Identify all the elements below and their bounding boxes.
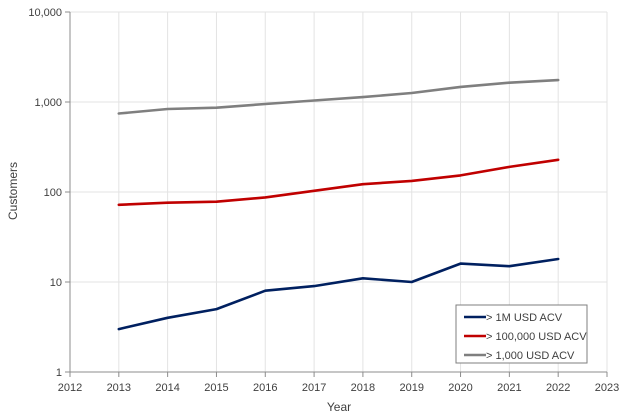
- legend: > 1M USD ACV > 100,000 USD ACV > 1,000 USD…: [455, 304, 588, 364]
- series-line-1: [117, 158, 560, 207]
- axes: [65, 11, 608, 377]
- x-tick-label: 2013: [107, 382, 131, 394]
- x-tick-label: 2012: [58, 382, 82, 394]
- x-axis-title: Year: [327, 400, 351, 414]
- y-tick-label: 1,000: [34, 97, 62, 109]
- x-tick-label: 2018: [351, 382, 375, 394]
- x-tick-label: 2023: [595, 382, 619, 394]
- tick-labels: 2012 2013 2014 2015 2016 2017 2018 2019 2020 2021…: [28, 7, 619, 394]
- legend-label-1: > 100,000 USD ACV: [486, 331, 587, 343]
- y-tick-label: 10: [50, 277, 62, 289]
- x-tick-label: 2017: [302, 382, 326, 394]
- x-tick-label: 2020: [448, 382, 472, 394]
- x-tick-label: 2019: [399, 382, 423, 394]
- x-tick-label: 2014: [155, 382, 179, 394]
- y-axis-title: Customers: [6, 162, 20, 220]
- y-tick-label: 10,000: [28, 7, 62, 19]
- x-tick-label: 2016: [253, 382, 277, 394]
- x-tick-label: 2022: [546, 382, 570, 394]
- x-tick-label: 2021: [497, 382, 521, 394]
- series-lines: [117, 78, 560, 331]
- x-tick-label: 2015: [204, 382, 228, 394]
- y-tick-label: 1: [56, 367, 62, 379]
- legend-label-0: > 1M USD ACV: [486, 312, 563, 324]
- legend-box: [455, 304, 588, 364]
- y-tick-label: 100: [44, 187, 62, 199]
- legend-label-2: > 1,000 USD ACV: [486, 350, 575, 362]
- series-line-0: [117, 257, 560, 331]
- series-line-2: [117, 78, 560, 115]
